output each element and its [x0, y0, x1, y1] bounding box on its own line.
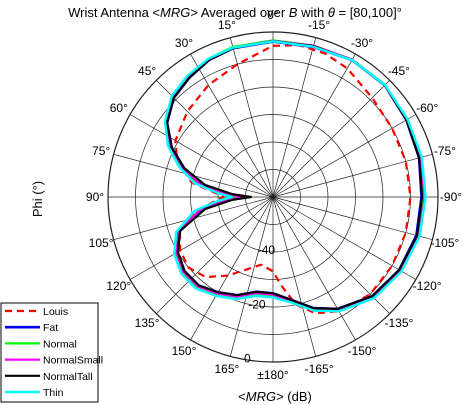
series-line-thin — [163, 40, 427, 313]
angle-tick-label: -105° — [430, 236, 459, 250]
angle-tick-label: -150° — [348, 344, 377, 358]
radial-tick-label: 0 — [244, 352, 251, 366]
grid-ring — [190, 114, 356, 280]
angle-tick-label: 120° — [106, 279, 131, 293]
angle-tick-label: -90° — [440, 190, 462, 204]
angle-tick-label: 135° — [135, 316, 160, 330]
x-axis-label: <MRG> (dB) — [238, 389, 312, 404]
legend-label-thin: Thin — [43, 387, 64, 399]
grid-ring — [107, 31, 439, 363]
angle-tick-label: 45° — [138, 64, 156, 78]
angle-tick-label: -30° — [351, 36, 373, 50]
legend: Louis Fat Normal NormalSmall NormalTall Thin — [0, 302, 103, 403]
tick-labels: 0° -15° -30° -45° -60° -75° -90° -105° -120° -135… — [86, 8, 462, 382]
angle-tick-label: -135° — [384, 316, 413, 330]
legend-label-fat: Fat — [43, 322, 58, 334]
angle-tick-label: 150° — [172, 344, 197, 358]
angle-tick-label: -60° — [416, 101, 438, 115]
polar-grid — [107, 31, 439, 363]
grid-ring — [217, 141, 329, 253]
angle-tick-label: 30° — [175, 36, 193, 50]
angle-tick-label: -45° — [388, 64, 410, 78]
series-layer — [163, 39, 427, 315]
angle-tick-label: 90° — [86, 190, 104, 204]
radial-tick-label: -20 — [248, 297, 266, 311]
series-line-normalsmall — [164, 39, 426, 312]
legend-box — [0, 302, 99, 403]
grid-ring — [135, 59, 411, 335]
angle-tick-label: 0° — [267, 8, 279, 22]
angle-tick-label: -15° — [308, 18, 330, 32]
legend-label-normal: Normal — [43, 338, 77, 350]
angle-tick-label: -120° — [413, 279, 442, 293]
angle-tick-label: 60° — [110, 101, 128, 115]
series-line-normaltall — [166, 40, 424, 310]
series-line-louis — [174, 44, 412, 315]
angle-tick-label: -75° — [434, 144, 456, 158]
angle-tick-label: ±180° — [257, 368, 289, 382]
grid-ring — [162, 86, 384, 308]
legend-label-louis: Louis — [43, 306, 68, 318]
angle-tick-label: 75° — [92, 144, 110, 158]
series-line-normal — [163, 39, 424, 312]
angle-tick-label: 165° — [214, 362, 239, 376]
legend-label-normaltall: NormalTall — [43, 371, 93, 383]
angle-tick-label: 105° — [89, 236, 114, 250]
angle-tick-label: 15° — [218, 18, 236, 32]
radial-tick-label: -40 — [258, 243, 276, 257]
legend-label-normalsmall: NormalSmall — [43, 355, 103, 367]
angle-tick-label: -165° — [305, 362, 334, 376]
y-axis-label: Phi (°) — [30, 181, 45, 217]
chart-title: Wrist Antenna <MRG> Averaged over B with… — [68, 5, 402, 20]
